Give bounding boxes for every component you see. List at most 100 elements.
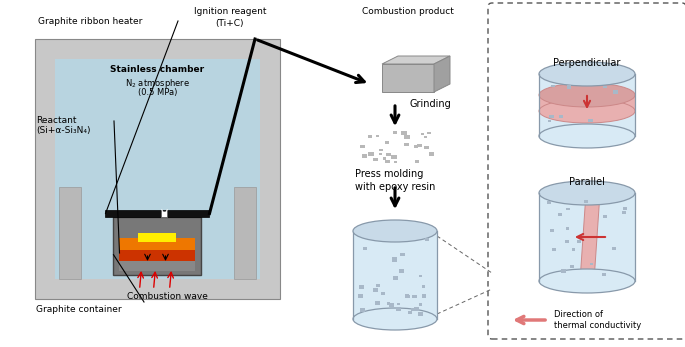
Polygon shape	[59, 187, 81, 279]
Polygon shape	[358, 294, 363, 297]
Text: N$_2$ atmosphere: N$_2$ atmosphere	[125, 77, 190, 90]
Polygon shape	[566, 85, 571, 88]
Polygon shape	[379, 153, 382, 155]
Polygon shape	[551, 85, 555, 87]
Polygon shape	[362, 154, 366, 158]
Polygon shape	[408, 311, 412, 314]
Polygon shape	[539, 95, 635, 111]
Text: Graphite container: Graphite container	[36, 305, 122, 314]
Text: Grinding: Grinding	[410, 99, 451, 109]
Text: Reactant: Reactant	[36, 116, 77, 125]
Polygon shape	[162, 211, 168, 217]
Polygon shape	[353, 231, 437, 319]
Polygon shape	[550, 229, 554, 232]
Polygon shape	[385, 160, 390, 163]
Polygon shape	[397, 307, 401, 311]
Polygon shape	[425, 238, 429, 241]
Polygon shape	[590, 263, 593, 265]
Polygon shape	[373, 158, 378, 161]
Polygon shape	[613, 90, 618, 94]
Polygon shape	[622, 211, 626, 214]
Text: Stainless chamber: Stainless chamber	[110, 65, 205, 74]
Polygon shape	[434, 56, 450, 92]
Polygon shape	[414, 145, 417, 148]
Polygon shape	[580, 193, 600, 281]
Polygon shape	[386, 153, 391, 156]
Polygon shape	[234, 187, 256, 279]
Ellipse shape	[539, 269, 635, 293]
Text: Combustion product: Combustion product	[362, 7, 454, 16]
Text: Direction of
thermal conductivity: Direction of thermal conductivity	[554, 310, 641, 330]
Polygon shape	[548, 120, 551, 122]
Text: Perpendicular: Perpendicular	[553, 58, 621, 68]
Polygon shape	[392, 257, 397, 262]
Polygon shape	[376, 284, 380, 287]
Polygon shape	[416, 160, 419, 162]
Polygon shape	[375, 135, 379, 137]
Ellipse shape	[539, 181, 635, 205]
Text: (0.5 MPa): (0.5 MPa)	[138, 88, 177, 97]
Polygon shape	[421, 134, 424, 135]
Polygon shape	[387, 302, 390, 305]
Polygon shape	[119, 257, 195, 271]
Polygon shape	[424, 136, 427, 138]
Polygon shape	[401, 131, 407, 135]
Ellipse shape	[353, 308, 437, 330]
Polygon shape	[373, 288, 378, 292]
Polygon shape	[572, 248, 575, 251]
Polygon shape	[603, 215, 607, 218]
Polygon shape	[35, 39, 280, 299]
Polygon shape	[412, 308, 416, 312]
Polygon shape	[565, 240, 569, 243]
Polygon shape	[397, 303, 400, 305]
Ellipse shape	[353, 220, 437, 242]
Polygon shape	[394, 161, 397, 163]
Polygon shape	[382, 64, 434, 92]
Polygon shape	[414, 160, 419, 163]
Text: Ignition reagent: Ignition reagent	[194, 7, 266, 16]
Polygon shape	[375, 301, 380, 305]
Polygon shape	[404, 136, 409, 139]
Polygon shape	[623, 207, 627, 210]
Polygon shape	[566, 208, 570, 210]
Polygon shape	[360, 308, 365, 312]
Polygon shape	[368, 135, 372, 138]
Polygon shape	[559, 115, 562, 118]
Polygon shape	[422, 285, 425, 288]
Polygon shape	[427, 132, 431, 134]
Polygon shape	[561, 269, 566, 272]
Polygon shape	[424, 146, 429, 149]
Polygon shape	[552, 248, 556, 251]
Polygon shape	[429, 152, 434, 156]
Polygon shape	[406, 295, 410, 298]
Polygon shape	[368, 152, 374, 156]
Polygon shape	[119, 245, 195, 261]
Polygon shape	[419, 275, 423, 277]
Polygon shape	[414, 307, 419, 311]
Text: with epoxy resin: with epoxy resin	[355, 182, 436, 192]
Polygon shape	[406, 294, 410, 296]
Ellipse shape	[539, 83, 635, 107]
Polygon shape	[588, 119, 593, 122]
Polygon shape	[404, 143, 409, 146]
Polygon shape	[558, 213, 562, 216]
Polygon shape	[539, 193, 635, 281]
Polygon shape	[114, 217, 201, 275]
Polygon shape	[138, 233, 177, 242]
Polygon shape	[389, 303, 395, 307]
Text: (Ti+C): (Ti+C)	[216, 19, 245, 28]
Polygon shape	[393, 131, 397, 134]
FancyBboxPatch shape	[488, 3, 685, 339]
Polygon shape	[391, 155, 397, 159]
Polygon shape	[417, 144, 422, 147]
Polygon shape	[549, 115, 553, 118]
Polygon shape	[547, 201, 551, 204]
Polygon shape	[612, 247, 616, 250]
Polygon shape	[577, 240, 582, 244]
Polygon shape	[566, 227, 569, 230]
Polygon shape	[383, 157, 386, 160]
Text: Graphite ribbon heater: Graphite ribbon heater	[38, 17, 142, 26]
Polygon shape	[358, 285, 364, 289]
Polygon shape	[539, 74, 635, 136]
Ellipse shape	[539, 99, 635, 123]
